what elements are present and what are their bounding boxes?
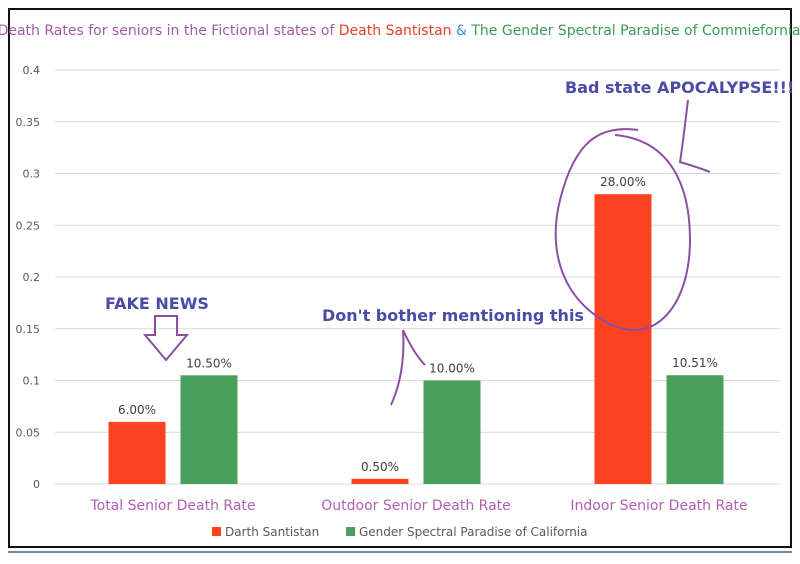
- data-label: 6.00%: [118, 403, 156, 417]
- x-category-label: Total Senior Death Rate: [89, 498, 255, 514]
- x-category-label: Indoor Senior Death Rate: [570, 498, 747, 514]
- legend-swatch: [346, 527, 355, 536]
- bar: [180, 375, 238, 484]
- data-label: 10.51%: [672, 356, 718, 370]
- bar: [666, 375, 724, 484]
- data-label: 0.50%: [361, 460, 399, 474]
- y-tick-label: 0: [33, 478, 40, 491]
- y-tick-label: 0.1: [23, 375, 41, 388]
- y-tick-label: 0.15: [16, 323, 41, 336]
- x-category-label: Outdoor Senior Death Rate: [321, 498, 511, 514]
- title-part: The Gender Spectral Paradise of Commiefo…: [470, 23, 800, 39]
- legend-swatch: [212, 527, 221, 536]
- y-tick-label: 0.05: [16, 426, 41, 439]
- down-arrow-icon: [142, 315, 190, 362]
- data-label: 28.00%: [600, 175, 646, 189]
- annotation-dont-bother: Don't bother mentioning this: [322, 306, 584, 325]
- annotation-fake-news: FAKE NEWS: [105, 294, 209, 313]
- y-tick-label: 0.2: [23, 271, 41, 284]
- title-part: Death Rates for seniors in the Fictional…: [0, 23, 339, 39]
- title-part: Death Santistan: [339, 23, 452, 39]
- scribble-pointer: [678, 99, 711, 173]
- data-label: 10.50%: [186, 356, 232, 370]
- y-tick-label: 0.3: [23, 168, 41, 181]
- bar: [108, 421, 166, 484]
- legend-label: Darth Santistan: [225, 525, 319, 539]
- data-label: 10.00%: [429, 362, 475, 376]
- y-tick-label: 0.25: [16, 219, 41, 232]
- y-tick-label: 0.4: [23, 64, 41, 77]
- scribble-circle: [554, 128, 692, 331]
- annotation-apocalypse: Bad state APOCALYPSE!!!: [565, 78, 794, 97]
- y-tick-label: 0.35: [16, 116, 41, 129]
- annotations: [142, 99, 711, 406]
- chart-title: Death Rates for seniors in the Fictional…: [0, 23, 800, 39]
- title-part: &: [452, 23, 472, 39]
- bar: [423, 380, 481, 484]
- scribble-line: [390, 329, 426, 406]
- bar: [351, 478, 409, 484]
- legend-label: Gender Spectral Paradise of California: [359, 525, 588, 539]
- bar: [594, 194, 652, 484]
